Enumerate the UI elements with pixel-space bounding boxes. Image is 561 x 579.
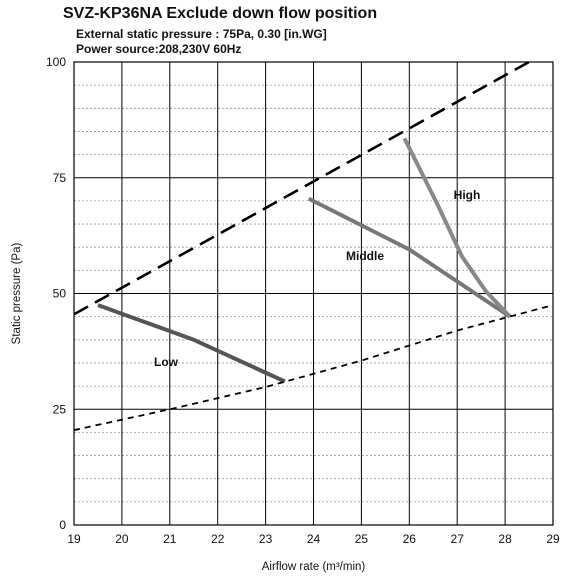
y-tick-label: 50: [53, 287, 67, 301]
series-line-high: [402, 137, 512, 318]
x-tick-label: 20: [115, 532, 129, 546]
y-tick-label: 0: [59, 518, 66, 532]
y-tick-label: 100: [46, 55, 66, 69]
x-tick-label: 26: [403, 532, 417, 546]
y-tick-label: 75: [53, 171, 67, 185]
chart-title: SVZ-KP36NA Exclude down flow position: [63, 5, 378, 22]
series-label-middle: Middle: [346, 249, 384, 263]
x-tick-label: 23: [259, 532, 273, 546]
x-tick-label: 24: [307, 532, 321, 546]
series-line-middle: [307, 196, 512, 319]
x-tick-label: 29: [546, 532, 560, 546]
x-tick-label: 21: [163, 532, 177, 546]
plot-frame: [73, 61, 554, 526]
x-tick-label: 19: [67, 532, 81, 546]
upper-limit-dashed-line: [74, 62, 530, 316]
x-tick-label: 27: [451, 532, 465, 546]
y-axis-label: Static pressure (Pa): [11, 243, 23, 345]
x-tick-label: 28: [498, 532, 512, 546]
x-tick-label: 22: [211, 532, 225, 546]
y-tick-label: 25: [53, 402, 67, 416]
x-axis-label: Airflow rate (m³/min): [262, 561, 366, 573]
lower-limit-dashed-line: [74, 304, 553, 431]
chart-subtitle-power: Power source:208,230V 60Hz: [76, 42, 242, 56]
x-tick-label: 25: [355, 532, 369, 546]
series-label-low: Low: [154, 355, 179, 369]
chart-subtitle-pressure: External static pressure : 75Pa, 0.30 [i…: [76, 27, 327, 41]
series-label-high: High: [454, 188, 481, 202]
series-line-low: [97, 303, 286, 384]
